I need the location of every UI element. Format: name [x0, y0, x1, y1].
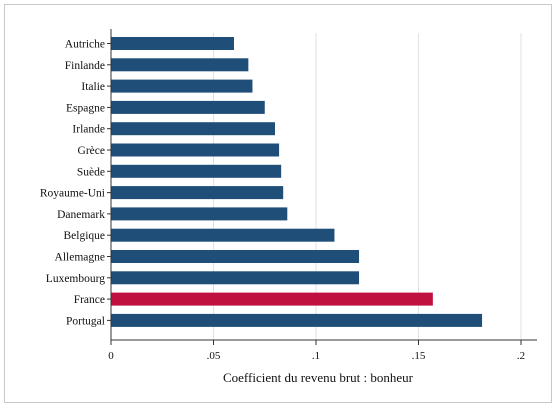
category-label: Luxembourg [46, 273, 105, 285]
bar-finlande [111, 58, 249, 72]
x-tick-label: .15 [412, 350, 426, 362]
bar-layer [111, 37, 483, 327]
category-label: Suède [77, 166, 105, 178]
bar-espagne [111, 100, 265, 114]
category-label: Royaume-Uni [40, 188, 105, 200]
x-tick-label: .2 [517, 350, 525, 362]
bar-royaume-uni [111, 186, 284, 200]
bar-france [111, 292, 433, 306]
category-label: Autriche [65, 39, 105, 51]
bar-belgique [111, 228, 335, 242]
bar-su-de [111, 164, 282, 178]
category-label: Portugal [66, 315, 105, 327]
x-axis-title: Coefficient du revenu brut : bonheur [223, 370, 414, 385]
bar-italie [111, 79, 253, 93]
x-tick-label: 0 [108, 350, 114, 362]
bar-autriche [111, 37, 234, 50]
x-tick-label: .1 [312, 350, 320, 362]
category-label: Italie [81, 81, 105, 93]
bar-portugal [111, 313, 483, 327]
x-tick-label: .05 [207, 350, 221, 362]
category-label: Espagne [66, 102, 105, 114]
bar-gr-ce [111, 143, 280, 157]
category-label: Danemark [57, 209, 105, 221]
category-label: Belgique [63, 230, 105, 242]
bar-irlande [111, 122, 275, 136]
category-label: France [74, 294, 105, 306]
category-label: Allemagne [55, 252, 105, 264]
bar-luxembourg [111, 271, 360, 285]
category-label: Finlande [65, 60, 105, 72]
axis-layer: 0 .05 .1 .15 .2 Autriche Finlande Italie Espagne… [40, 29, 537, 362]
bar-allemagne [111, 250, 360, 263]
category-label: Irlande [72, 124, 105, 136]
chart-frame [4, 4, 552, 403]
bar-danemark [111, 207, 288, 221]
category-label: Grèce [78, 145, 105, 157]
